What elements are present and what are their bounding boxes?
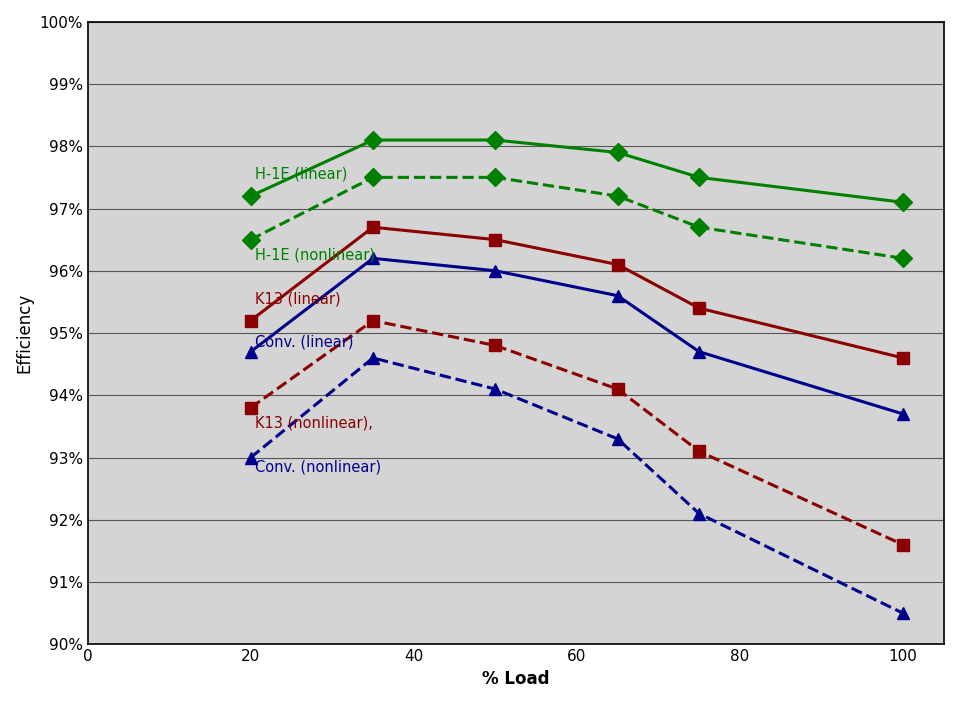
Text: H-1E (nonlinear): H-1E (nonlinear) xyxy=(255,248,375,263)
Text: K13 (linear): K13 (linear) xyxy=(255,291,341,306)
Y-axis label: Efficiency: Efficiency xyxy=(16,293,34,373)
Text: Conv. (linear): Conv. (linear) xyxy=(255,335,353,350)
Text: H-1E (linear): H-1E (linear) xyxy=(255,167,347,182)
X-axis label: % Load: % Load xyxy=(482,670,550,688)
Text: K13 (nonlinear),: K13 (nonlinear), xyxy=(255,416,373,431)
Text: Conv. (nonlinear): Conv. (nonlinear) xyxy=(255,460,380,474)
